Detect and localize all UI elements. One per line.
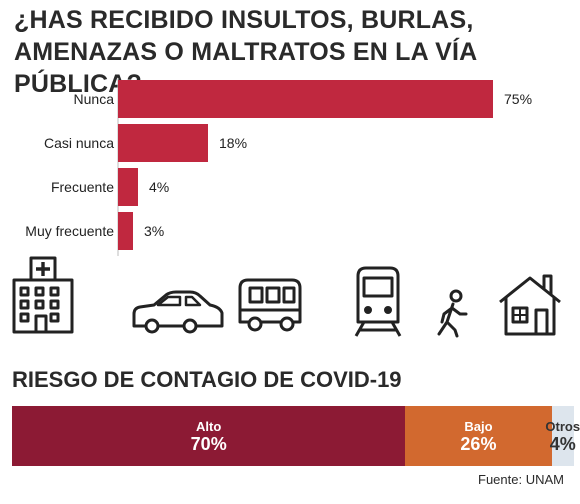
segment-alto: Alto 70% [12,406,406,466]
value-label: 75% [504,91,532,107]
hospital-icon [12,256,74,334]
house-icon [499,274,561,336]
segment-value: 4% [549,433,576,454]
walking-person-icon [437,289,468,338]
bar [118,212,133,250]
segment-label: Alto [196,418,222,434]
segment-label: Bajo [464,418,493,434]
value-label: 18% [219,135,247,151]
category-label: Frecuente [51,179,114,195]
category-label: Nunca [74,91,115,107]
icon-row [12,256,561,338]
segment-otros: Otros 4% [545,406,580,466]
value-label: 4% [149,179,169,195]
category-label: Casi nunca [44,135,114,151]
stacked-chart-title: RIESGO DE CONTAGIO DE COVID-19 [12,367,402,392]
risk-stacked-bar: Alto 70% Bajo 26% Otros 4% [12,406,580,466]
bar [118,80,493,118]
car-icon [132,290,224,334]
chart-title: ¿HAS RECIBIDO INSULTOS, BURLAS, AMENAZAS… [14,6,477,98]
train-icon [354,266,402,337]
segment-bajo: Bajo 26% [405,406,552,466]
bus-icon [238,278,302,332]
bar-chart: Nunca 75% Casi nunca 18% Frecuente 4% Muy frec… [25,78,532,256]
category-label: Muy frecuente [25,223,114,239]
value-label: 3% [144,223,164,239]
source-note: Fuente: UNAM [478,472,564,487]
bar [118,124,208,162]
bar [118,168,138,206]
segment-value: 26% [460,433,497,454]
segment-label: Otros [545,418,580,434]
segment-value: 70% [190,433,227,454]
